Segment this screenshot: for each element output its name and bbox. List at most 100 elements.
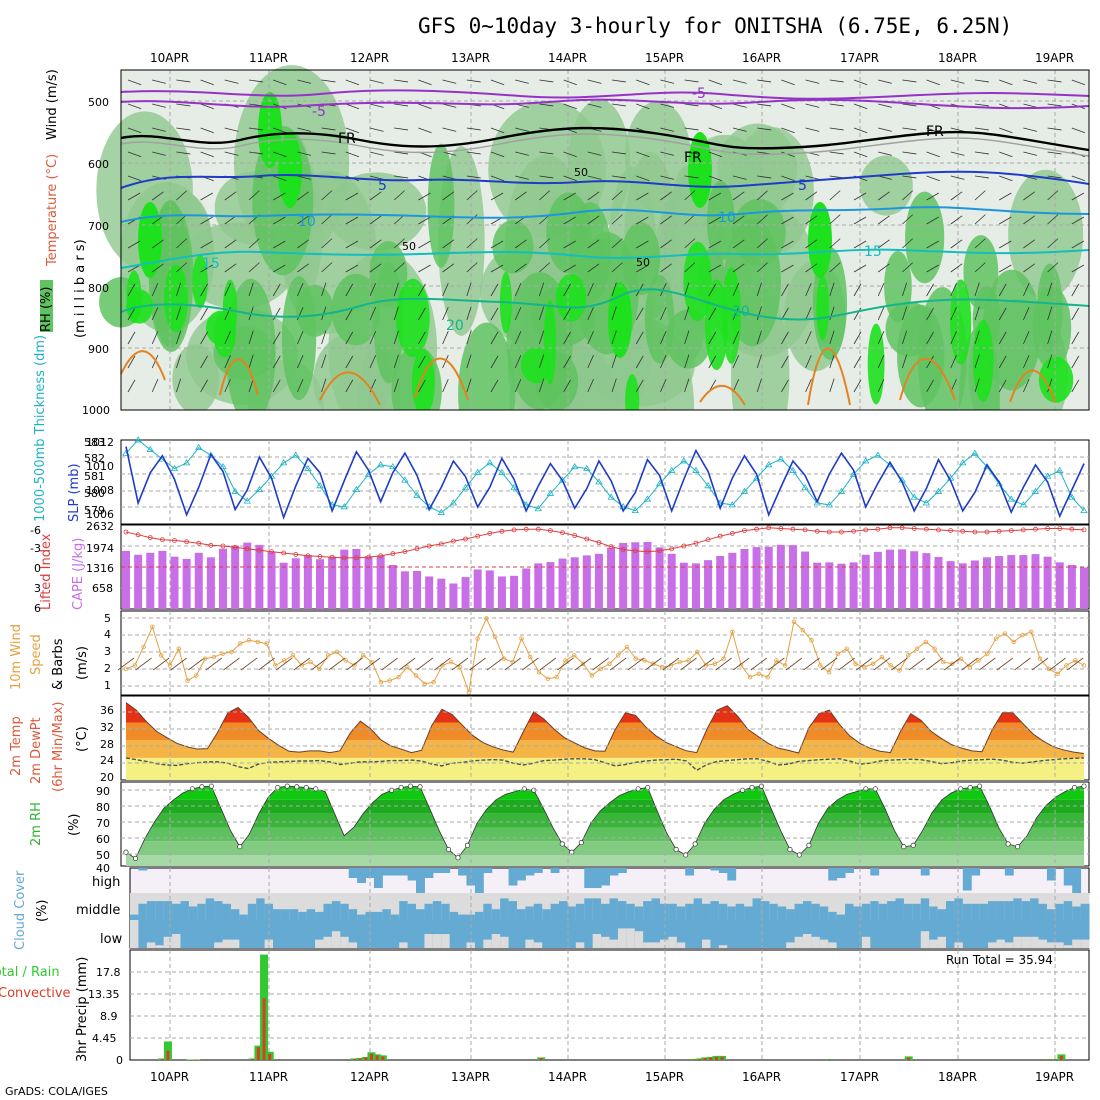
li-point xyxy=(281,550,287,556)
wind-barb xyxy=(297,263,309,273)
li-point xyxy=(402,549,408,554)
precip-conv-bar xyxy=(160,1058,164,1060)
wind-barb xyxy=(248,354,254,369)
wind-barb xyxy=(369,151,384,156)
rh-area xyxy=(373,262,404,384)
cloud-middle-bar xyxy=(458,914,467,920)
wind-barb xyxy=(1023,151,1038,156)
thickness-point xyxy=(740,487,749,494)
rh-area xyxy=(555,273,587,322)
wind-barb xyxy=(998,379,1007,393)
cape-bar xyxy=(267,551,276,609)
cape-li-panel: -6 -3 0 3 6 2632 1974 1316 658 Lifted In… xyxy=(30,520,1090,615)
rh-tick: 90 xyxy=(96,785,110,798)
thickness-point xyxy=(316,482,324,489)
cloud-low-bar xyxy=(483,939,493,948)
wind-barb xyxy=(466,79,481,83)
wind-barb xyxy=(272,355,281,369)
wind-barb xyxy=(732,331,740,345)
wind-speed-point xyxy=(607,661,612,666)
wind-barb xyxy=(829,214,841,225)
wind-barb xyxy=(998,355,1007,369)
wind-speed-point xyxy=(246,638,252,643)
wind-barb xyxy=(974,151,989,155)
wind-barb xyxy=(873,657,891,671)
wind-barb xyxy=(127,331,136,345)
cape-bar xyxy=(764,546,773,609)
wind-barb xyxy=(902,282,908,297)
wind-barb xyxy=(708,240,722,249)
wind-barb xyxy=(996,657,1014,671)
wind-barb xyxy=(466,175,481,179)
contour-20 xyxy=(120,288,1090,321)
rh-point xyxy=(123,849,129,855)
wind-barb xyxy=(1047,214,1059,225)
upper-air-panel: -5 -5 FR FR FR 5 5 10 10 15 15 20 20 50 … xyxy=(39,65,1090,496)
wind-barb xyxy=(684,151,699,155)
rh-point xyxy=(901,844,907,850)
temp-band xyxy=(126,757,1084,780)
cloud-middle-bar xyxy=(819,906,829,920)
cloud-low-bar xyxy=(155,945,165,948)
li-point xyxy=(608,544,614,550)
thickness-line xyxy=(125,439,1085,514)
cloud-low-bar xyxy=(315,939,324,948)
cloud-high-bar xyxy=(483,868,493,873)
cloud-middle-bar xyxy=(727,906,737,920)
wind-barb xyxy=(926,264,939,273)
wind-barb xyxy=(1071,127,1086,134)
thickness-point xyxy=(1031,487,1040,494)
wind10-units-label: (m/s) xyxy=(75,646,90,680)
wind-barb xyxy=(151,263,164,273)
precip-panel: Run Total = 35.94 17.8 13.35 8.9 4.45 0 … xyxy=(0,949,1090,1067)
li-point xyxy=(899,525,905,531)
thickness-point xyxy=(874,451,882,458)
thickness-point xyxy=(134,436,142,443)
cloud-middle-bar xyxy=(643,901,653,920)
contour-label: -5 xyxy=(312,104,326,120)
cloud-middle-bar xyxy=(424,903,434,920)
wind-barb xyxy=(272,331,281,345)
rh-area xyxy=(163,264,188,333)
precip-conv-bar xyxy=(1048,1059,1052,1060)
cloud-low-bar xyxy=(491,934,501,948)
cloud-middle-bar xyxy=(777,906,787,920)
cloud-middle-bar xyxy=(609,898,619,920)
wind-barb xyxy=(1047,282,1053,297)
li-point xyxy=(451,538,456,544)
cloud-low-bg xyxy=(567,920,577,948)
precip-conv-bar xyxy=(256,1047,260,1060)
wind-barb xyxy=(248,238,260,249)
wind-speed-point xyxy=(1073,658,1078,663)
wind-barb xyxy=(151,191,164,201)
cloud-low-bg xyxy=(281,920,291,948)
cloud-low-bg xyxy=(508,920,518,948)
thickness-point xyxy=(570,462,579,470)
cape-bar xyxy=(837,563,846,609)
cloud-low-bg xyxy=(550,920,560,948)
wind-barb xyxy=(321,190,333,201)
cloud-middle-bar xyxy=(163,901,173,920)
cloud-low-bg xyxy=(668,920,678,948)
cloud-high-bar xyxy=(609,868,619,876)
wind-barb xyxy=(926,283,934,297)
slp-tick: 1006 xyxy=(86,508,114,521)
cloud-low-bar xyxy=(668,936,678,948)
li-point xyxy=(972,529,978,535)
wind-barb xyxy=(732,657,750,671)
wind-speed-point xyxy=(624,644,630,650)
wind-barb xyxy=(486,657,504,671)
contour-label: 5 xyxy=(798,178,807,194)
cloud-low-bg xyxy=(256,920,266,948)
wind-barb xyxy=(708,127,723,134)
wind-barb xyxy=(394,127,409,131)
cloud-middle-bar xyxy=(861,903,871,920)
cloud-high-bar xyxy=(533,868,543,873)
cloud-low-bg xyxy=(1038,920,1048,948)
cloud-low-bar xyxy=(1013,936,1023,948)
wind-barb xyxy=(176,262,188,273)
wind-barb xyxy=(805,191,818,201)
cloud-low-bg xyxy=(651,920,661,948)
wind-barb xyxy=(563,175,577,182)
cloud-low-bg xyxy=(769,920,779,948)
